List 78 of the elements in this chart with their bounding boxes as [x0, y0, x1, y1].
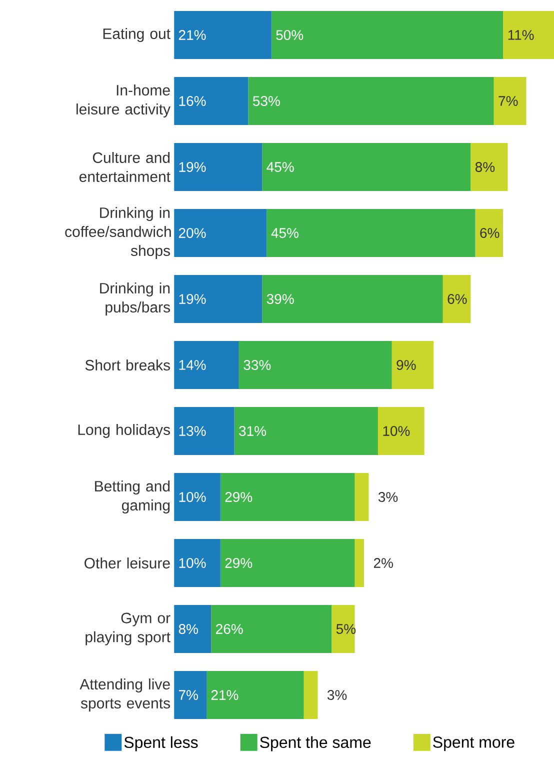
data-label: 19%	[179, 294, 206, 304]
y-tick-label: Short breaks	[85, 359, 170, 371]
bar	[494, 77, 526, 126]
bar	[211, 605, 332, 654]
bar	[174, 341, 239, 390]
data-label: 26%	[216, 624, 243, 634]
bar	[475, 209, 504, 258]
bar	[206, 671, 304, 720]
y-tick-label: Culture and entertainment	[79, 152, 170, 182]
bar	[234, 407, 378, 456]
data-label: 45%	[266, 162, 294, 172]
bar	[220, 473, 355, 522]
data-label: 10%	[179, 558, 206, 568]
data-label: 50%	[276, 30, 304, 40]
data-label: 2%	[374, 558, 393, 568]
legend-label: Spent more	[433, 736, 514, 751]
bar	[174, 11, 272, 60]
data-label: 21%	[178, 30, 206, 40]
data-label: 29%	[225, 558, 252, 568]
data-label: 14%	[179, 360, 206, 370]
data-label: 11%	[508, 30, 534, 40]
data-label: 8%	[178, 624, 198, 634]
bar	[238, 341, 392, 390]
bar	[174, 605, 212, 654]
bar	[378, 407, 424, 456]
data-label: 9%	[396, 360, 416, 370]
y-tick-label: Eating out	[103, 28, 170, 42]
data-label: 8%	[475, 162, 495, 172]
y-tick-label: In-home leisure activity	[76, 84, 170, 118]
data-label: 21%	[211, 690, 238, 700]
bar	[392, 341, 434, 390]
bar	[174, 473, 220, 522]
y-tick-label: Gym or playing sport	[86, 612, 170, 646]
data-label: 7%	[178, 690, 198, 700]
bar	[174, 407, 234, 456]
legend-label: Spent the same	[260, 736, 371, 752]
data-label: 20%	[178, 228, 206, 238]
bar	[262, 275, 443, 324]
legend-label: Spent less	[124, 736, 198, 752]
data-label: 53%	[252, 96, 280, 106]
bar	[174, 209, 267, 258]
data-label: 6%	[480, 228, 500, 238]
data-label: 10%	[383, 426, 410, 436]
data-label: 33%	[244, 360, 271, 370]
bar	[174, 671, 206, 720]
bar	[271, 11, 504, 60]
data-label: 7%	[498, 96, 518, 106]
y-tick-label: Long holidays	[78, 424, 170, 438]
data-label: 29%	[225, 492, 252, 502]
data-label: 3%	[378, 492, 398, 502]
bar	[354, 539, 364, 588]
y-tick-label: Drinking in pubs/bars	[100, 282, 170, 316]
data-label: 19%	[179, 162, 206, 172]
bar	[266, 209, 476, 258]
data-label: 6%	[448, 294, 467, 304]
y-tick-label: Drinking in coffee/sandwich shops	[65, 207, 171, 259]
bar	[470, 143, 508, 192]
bar	[442, 275, 471, 324]
data-label: 39%	[266, 294, 294, 304]
bar	[174, 77, 248, 126]
bar	[174, 275, 262, 324]
y-tick-label: Betting and gaming	[95, 480, 170, 514]
data-label: 13%	[179, 426, 206, 436]
bar	[354, 473, 369, 522]
data-label: 16%	[179, 96, 206, 106]
bar	[262, 143, 471, 192]
bar	[220, 539, 355, 588]
bar	[174, 539, 220, 588]
data-label: 10%	[179, 492, 206, 502]
data-label: 3%	[327, 690, 347, 700]
bar	[503, 11, 554, 60]
data-label: 31%	[239, 426, 266, 436]
y-tick-label: Other leisure	[84, 557, 170, 569]
bar	[174, 143, 262, 192]
bar	[248, 77, 494, 126]
y-tick-label: Attending live sports events	[80, 678, 170, 712]
data-label: 45%	[271, 228, 298, 238]
bar	[304, 671, 318, 720]
